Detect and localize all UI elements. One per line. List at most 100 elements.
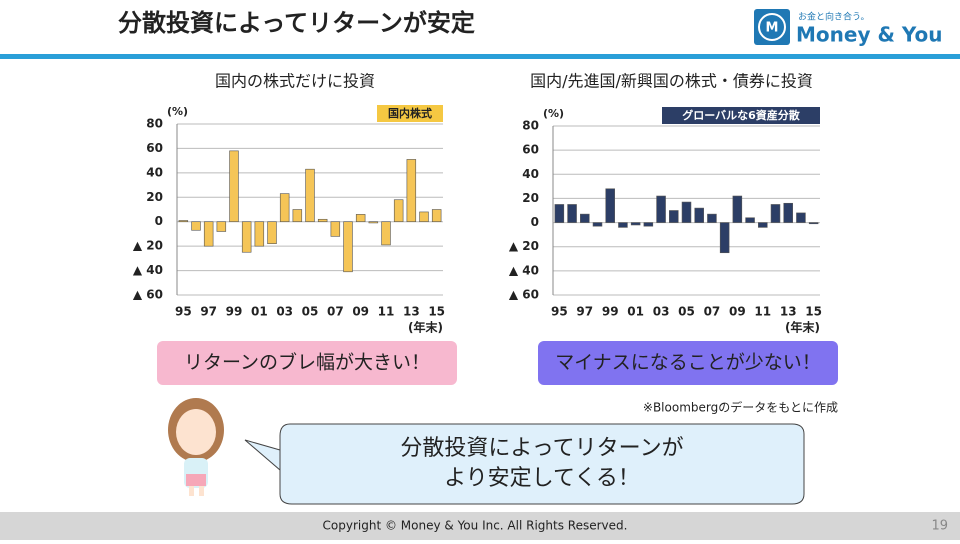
x-tick-label: 15 bbox=[428, 305, 445, 319]
y-tick-label: 60 bbox=[146, 141, 163, 155]
y-tick-label: 40 bbox=[146, 165, 163, 179]
bar bbox=[330, 221, 341, 237]
x-tick-label: 01 bbox=[251, 305, 268, 319]
bar bbox=[567, 204, 577, 223]
bar bbox=[393, 199, 404, 223]
bar bbox=[681, 201, 692, 223]
speech-bubble bbox=[244, 423, 805, 505]
bar bbox=[643, 222, 654, 227]
x-tick-label: 11 bbox=[378, 305, 395, 319]
x-tick-label: 13 bbox=[403, 305, 420, 319]
x-tick-label: 07 bbox=[327, 305, 344, 319]
bar bbox=[343, 221, 353, 273]
bar bbox=[707, 213, 717, 223]
bar bbox=[406, 159, 417, 223]
bar bbox=[656, 195, 666, 223]
bar bbox=[554, 204, 565, 223]
y-tick-label: 80 bbox=[522, 119, 539, 133]
bar bbox=[758, 222, 768, 228]
bubble-text: 分散投資によってリターンが bbox=[400, 436, 683, 461]
bar bbox=[254, 221, 265, 247]
bar bbox=[745, 217, 755, 223]
x-tick-label: 01 bbox=[627, 305, 644, 319]
logo-ring bbox=[758, 13, 786, 41]
bar bbox=[368, 221, 379, 224]
badge-text: 国内株式 bbox=[388, 106, 432, 120]
x-tick-label: 95 bbox=[551, 305, 568, 319]
bar bbox=[292, 209, 303, 223]
x-tick-label: 97 bbox=[200, 305, 217, 319]
y-tick-label: ▲ 40 bbox=[509, 263, 539, 277]
bar bbox=[796, 212, 806, 223]
source-note: ※Bloombergのデータをもとに作成 bbox=[643, 400, 838, 415]
x-tick-label: 99 bbox=[226, 305, 243, 319]
bar bbox=[305, 168, 315, 223]
logo-name: Money & You bbox=[796, 23, 942, 47]
x-unit: (年末) bbox=[785, 320, 820, 335]
copyright: Copyright © Money & You Inc. All Rights … bbox=[323, 519, 628, 533]
bar bbox=[783, 202, 793, 223]
chart-title: 国内/先進国/新興国の株式・債券に投資 bbox=[530, 72, 813, 91]
callout-text: マイナスになることが少ない！ bbox=[555, 352, 821, 374]
y-tick-label: 60 bbox=[522, 143, 539, 157]
bar bbox=[694, 207, 704, 223]
y-tick-label: 20 bbox=[146, 190, 163, 204]
y-unit: (%) bbox=[543, 107, 564, 120]
y-tick-label: ▲ 20 bbox=[509, 239, 539, 253]
bar bbox=[381, 221, 391, 246]
bar bbox=[317, 218, 328, 223]
y-tick-label: 80 bbox=[146, 117, 163, 131]
bar bbox=[241, 221, 252, 253]
bar bbox=[229, 150, 239, 223]
callout-box bbox=[157, 341, 457, 385]
x-tick-label: 05 bbox=[302, 305, 319, 319]
badge-text: グローバルな6資産分散 bbox=[682, 108, 801, 122]
slide-title: 分散投資によってリターンが安定 bbox=[118, 9, 475, 37]
x-unit: (年末) bbox=[408, 320, 443, 335]
x-tick-label: 97 bbox=[576, 305, 593, 319]
y-tick-label: ▲ 20 bbox=[133, 239, 163, 253]
footer-bar bbox=[0, 512, 960, 540]
bar bbox=[191, 221, 201, 231]
x-tick-label: 09 bbox=[352, 305, 369, 319]
y-unit: (%) bbox=[167, 105, 188, 118]
bar bbox=[216, 221, 227, 232]
y-tick-label: 0 bbox=[531, 215, 539, 229]
bar bbox=[732, 195, 743, 223]
x-tick-label: 95 bbox=[175, 305, 192, 319]
callout-text: リターンのブレ幅が大きい！ bbox=[184, 351, 430, 374]
bar bbox=[592, 222, 603, 227]
bar bbox=[808, 222, 819, 225]
bar bbox=[419, 211, 429, 223]
bar bbox=[618, 222, 628, 228]
callout-box bbox=[538, 341, 838, 385]
bar bbox=[203, 221, 214, 247]
y-tick-label: 40 bbox=[522, 167, 539, 181]
x-tick-label: 03 bbox=[653, 305, 670, 319]
y-tick-label: ▲ 60 bbox=[133, 288, 163, 302]
bar bbox=[605, 188, 615, 223]
bar bbox=[178, 220, 189, 223]
x-tick-label: 13 bbox=[780, 305, 797, 319]
bar bbox=[431, 209, 442, 223]
bubble-text: より安定してくる！ bbox=[444, 466, 640, 491]
x-tick-label: 05 bbox=[678, 305, 695, 319]
x-tick-label: 15 bbox=[805, 305, 822, 319]
bar bbox=[279, 193, 290, 223]
badge-box bbox=[662, 107, 820, 124]
character bbox=[168, 398, 224, 496]
header-rule bbox=[0, 54, 960, 59]
x-tick-label: 07 bbox=[704, 305, 721, 319]
page-number: 19 bbox=[931, 519, 948, 534]
logo-glyph: M bbox=[766, 21, 779, 36]
x-tick-label: 03 bbox=[276, 305, 293, 319]
bar bbox=[355, 214, 366, 223]
y-tick-label: 0 bbox=[155, 214, 163, 228]
bar bbox=[719, 222, 730, 254]
y-tick-label: ▲ 60 bbox=[509, 288, 539, 302]
bar bbox=[669, 210, 679, 223]
bar bbox=[267, 221, 277, 244]
chart-title: 国内の株式だけに投資 bbox=[215, 72, 375, 91]
y-tick-label: ▲ 40 bbox=[133, 263, 163, 277]
